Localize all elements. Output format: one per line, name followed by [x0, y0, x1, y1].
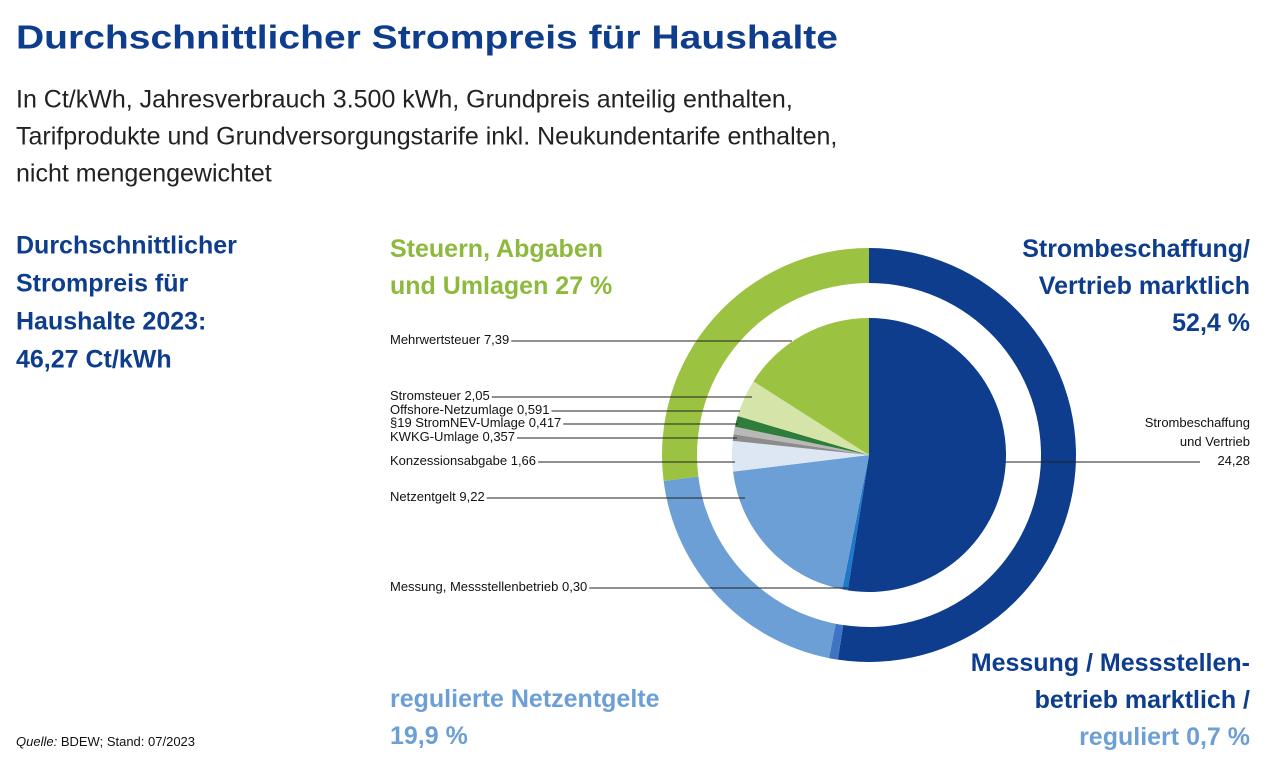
segment-label: Strombeschaffung/: [1022, 235, 1250, 263]
slice-value: 2,05: [464, 388, 489, 403]
slice-label: Messung, Messstellenbetrieb 0,30: [390, 579, 587, 594]
subtitle: Tarifprodukte und Grundversorgungstarife…: [16, 123, 837, 151]
outer-slice: [662, 248, 869, 481]
segment-name: Steuern, Abgaben: [390, 235, 603, 263]
slice-label: Netzentgelt 9,22: [390, 489, 485, 504]
segment-name: regulierte Netzentgelte: [390, 685, 660, 713]
slice-value: 0,357: [482, 429, 515, 444]
slice-label: Stromsteuer 2,05: [390, 388, 490, 403]
slice-value-label: 24,28: [1217, 453, 1250, 468]
segment-name: Messung / Messstellen-: [971, 649, 1250, 677]
segment-value: 0,7 %: [1186, 723, 1250, 751]
slice-name: KWKG-Umlage: [390, 429, 479, 444]
inner-slice: [753, 318, 869, 455]
segment-label: und Umlagen 27 %: [390, 272, 612, 300]
slice-name: Strombeschaffung: [1145, 415, 1250, 430]
slice-label: KWKG-Umlage 0,357: [390, 429, 515, 444]
slice-value: 0,30: [562, 579, 587, 594]
slice-label: Offshore-Netzumlage 0,591: [390, 402, 550, 417]
subtitle: nicht mengengewichtet: [16, 160, 272, 188]
outer-slice: [837, 248, 1076, 663]
inner-slice: [733, 455, 869, 590]
segment-label: regulierte Netzentgelte: [390, 685, 660, 713]
segment-name: betrieb marktlich /: [1035, 686, 1250, 714]
slice-value: 24,28: [1217, 453, 1250, 468]
segment-label: Messung / Messstellen-: [971, 649, 1250, 677]
segment-label: Vertrieb marktlich: [1039, 272, 1250, 300]
slice-name: Messung, Messstellenbetrieb: [390, 579, 558, 594]
slice-name: Offshore-Netzumlage: [390, 402, 513, 417]
slice-name: Stromsteuer: [390, 388, 461, 403]
total-label: Strompreis für: [16, 270, 189, 298]
outer-slice: [663, 476, 836, 659]
segment-name: reguliert: [1079, 723, 1180, 751]
slice-name: §19 StromNEV-Umlage: [390, 415, 525, 430]
segment-label: reguliert 0,7 %: [1079, 723, 1250, 751]
segment-label: betrieb marktlich /: [1035, 686, 1250, 714]
chart-title: Durchschnittlicher Strompreis für Hausha…: [16, 19, 838, 56]
inner-slice: [847, 318, 1006, 592]
source-text: BDEW; Stand: 07/2023: [61, 734, 195, 749]
source-prefix: Quelle:: [16, 734, 58, 749]
total-label: Haushalte 2023:: [16, 308, 206, 336]
slice-label: Strombeschaffung: [1145, 415, 1250, 430]
segment-label: Steuern, Abgaben: [390, 235, 603, 263]
segment-value: 27 %: [555, 272, 612, 300]
total-label: Durchschnittlicher: [16, 232, 237, 260]
source: Quelle: BDEW; Stand: 07/2023: [16, 734, 195, 749]
inner-slice: [737, 381, 869, 455]
segment-name: und Umlagen: [390, 272, 548, 300]
slice-value: 7,39: [484, 332, 509, 347]
slice-value: 1,66: [511, 453, 536, 468]
slice-name: Netzentgelt: [390, 489, 456, 504]
slice-value: 9,22: [459, 489, 484, 504]
segment-value-label: 19,9 %: [390, 722, 468, 750]
inner-slice: [732, 434, 869, 455]
inner-slice: [734, 415, 869, 455]
slice-label: Konzessionsabgabe 1,66: [390, 453, 536, 468]
slice-label: und Vertrieb: [1180, 434, 1250, 449]
inner-slice: [732, 440, 869, 472]
slice-name: Mehrwertsteuer: [390, 332, 481, 347]
segment-value: 52,4 %: [1172, 309, 1250, 337]
slice-label: Mehrwertsteuer 7,39: [390, 332, 509, 347]
total-label: 46,27 Ct/kWh: [16, 346, 172, 374]
inner-slice: [733, 426, 869, 455]
slice-value: 0,417: [529, 415, 562, 430]
inner-slice: [842, 455, 869, 591]
segment-name: Strombeschaffung/: [1022, 235, 1250, 263]
subtitle: In Ct/kWh, Jahresverbrauch 3.500 kWh, Gr…: [16, 86, 793, 114]
segment-name: Vertrieb marktlich: [1039, 272, 1250, 300]
outer-slice: [828, 623, 844, 660]
segment-value: 19,9 %: [390, 722, 468, 750]
slice-label: §19 StromNEV-Umlage 0,417: [390, 415, 561, 430]
slice-value: 0,591: [517, 402, 550, 417]
slice-name: und Vertrieb: [1180, 434, 1250, 449]
segment-value-label: 52,4 %: [1172, 309, 1250, 337]
slice-name: Konzessionsabgabe: [390, 453, 507, 468]
